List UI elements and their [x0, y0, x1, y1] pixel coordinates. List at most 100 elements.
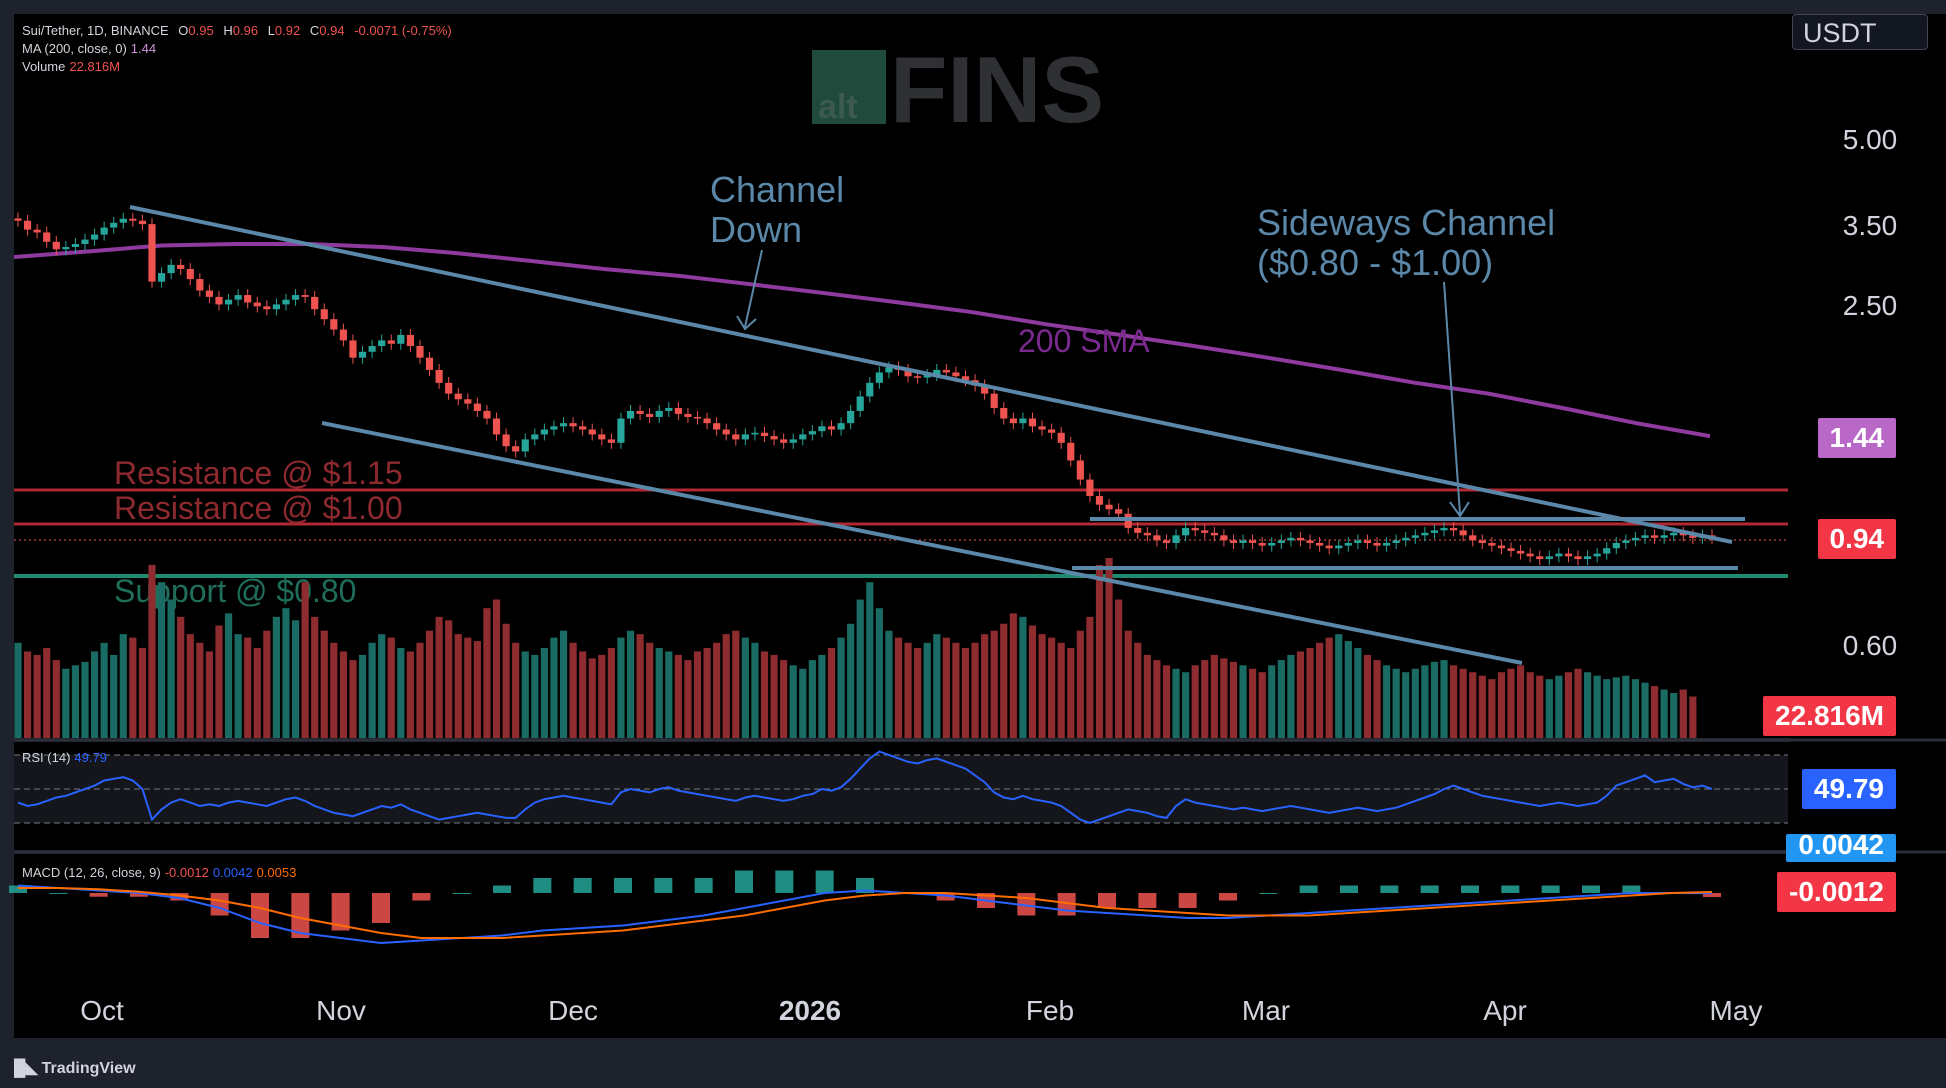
volume-bar: [1076, 630, 1084, 738]
candle-body: [636, 410, 644, 414]
time-axis-label-may: May: [1710, 995, 1763, 1026]
candle-body: [272, 304, 280, 310]
volume-bar: [138, 648, 147, 738]
currency-button[interactable]: USDT: [1792, 14, 1928, 50]
channel-down-upper-line[interactable]: [129, 205, 1733, 544]
candle-body: [1220, 535, 1228, 541]
candle-body: [253, 302, 261, 307]
ohlc-high: H0.96: [223, 23, 258, 38]
volume-bar: [1296, 651, 1305, 738]
volume-bar: [167, 599, 175, 738]
volume-bar: [349, 660, 357, 738]
volume-bar: [856, 599, 864, 738]
candle-body: [435, 369, 443, 383]
candle-body: [454, 393, 462, 400]
volume-bar: [732, 630, 740, 738]
ohlc-open: O0.95: [178, 23, 213, 38]
price-axis-label-0-6: 0.60: [1843, 630, 1898, 661]
candle-body: [1507, 548, 1515, 551]
macd-histogram-bar: [694, 878, 713, 893]
candle-body: [464, 399, 472, 404]
volume-bar: [1555, 675, 1563, 738]
volume-bar: [1086, 616, 1094, 738]
volume-bar: [196, 642, 204, 738]
volume-bar: [492, 599, 501, 738]
volume-bar: [1689, 696, 1697, 738]
volume-bar: [1421, 665, 1429, 738]
candle-body: [512, 446, 520, 452]
ohlc-high-value: 0.96: [232, 23, 259, 38]
macd-histogram-bar: [533, 878, 552, 893]
volume-bar: [1268, 665, 1276, 738]
volume-bar: [1220, 658, 1228, 738]
volume-bar: [914, 648, 922, 738]
volume-bar: [942, 637, 950, 738]
volume-bar: [1287, 654, 1295, 738]
macd-legend-label[interactable]: MACD (12, 26, close, 9): [22, 865, 161, 880]
candle-body: [1631, 537, 1640, 541]
candle-body: [425, 357, 434, 370]
candle-body: [1622, 540, 1630, 543]
macd-histogram-bar: [735, 870, 753, 893]
volume-bar: [1488, 679, 1496, 738]
macd-histogram-bar: [1178, 893, 1197, 908]
candle-body: [1497, 545, 1506, 549]
macd-histogram-bar: [614, 878, 632, 893]
candle-body: [626, 410, 635, 419]
channel-down-lower-line[interactable]: [321, 421, 1523, 665]
volume-bar: [1660, 689, 1668, 738]
volume-bar: [799, 668, 807, 738]
volume-bar: [1258, 672, 1266, 738]
candle-body: [751, 432, 759, 435]
ma-label[interactable]: MA (200, close, 0): [22, 41, 127, 56]
candle-body: [1172, 535, 1180, 543]
volume-bar: [81, 661, 89, 738]
volume-bar: [23, 651, 32, 738]
candle-body: [1421, 532, 1429, 536]
volume-bar: [550, 637, 558, 738]
candle-body: [1067, 442, 1075, 461]
candle-body: [617, 418, 625, 443]
candle-body: [713, 423, 721, 430]
volume-bar: [1162, 665, 1171, 738]
macd-histogram-bar: [291, 893, 310, 938]
candle-body: [1354, 540, 1362, 543]
volume-bar: [1526, 672, 1534, 738]
symbol-label[interactable]: Sui/Tether, 1D, BINANCE: [22, 23, 169, 38]
volume-bar: [1038, 634, 1046, 738]
rsi-legend-label[interactable]: RSI (14): [22, 750, 71, 765]
macd-histogram-bar: [452, 893, 471, 894]
sma-200-label: 200 SMA: [1018, 323, 1150, 359]
ohlc-open-value: 0.95: [188, 23, 214, 38]
volume-bar: [760, 651, 769, 738]
volume-bar: [502, 623, 510, 738]
macd-histogram-bar: [1501, 885, 1520, 893]
candle-body: [81, 239, 89, 245]
volume-bar: [157, 582, 166, 738]
volume-bar: [378, 634, 386, 738]
candle-body: [847, 410, 855, 424]
volume-bar: [741, 637, 749, 738]
ohlc-open-key: O: [178, 23, 189, 38]
volume-bar: [1210, 654, 1218, 738]
candle-body: [23, 220, 32, 230]
macd-line: [17, 884, 1713, 945]
macd-histogram-bar: [573, 878, 592, 893]
main-legend: Sui/Tether, 1D, BINANCE O0.95 H0.96 L0.9…: [22, 22, 452, 76]
candle-body: [885, 367, 893, 373]
volume-bar: [215, 625, 223, 738]
candle-body: [62, 247, 70, 250]
volume-label[interactable]: Volume: [22, 59, 66, 74]
macd-histogram-bar: [493, 885, 511, 893]
candle-body: [43, 232, 51, 242]
volume-bar: [1335, 634, 1343, 738]
volume-bar: [1115, 599, 1123, 738]
macd-histogram-bar: [1461, 885, 1479, 893]
candle-body: [799, 434, 807, 440]
candle-body: [1641, 535, 1649, 538]
tradingview-logo[interactable]: █◣ TradingView: [14, 1058, 136, 1078]
candle-body: [330, 319, 338, 330]
volume-bar: [540, 648, 548, 738]
candle-body: [1287, 537, 1295, 541]
